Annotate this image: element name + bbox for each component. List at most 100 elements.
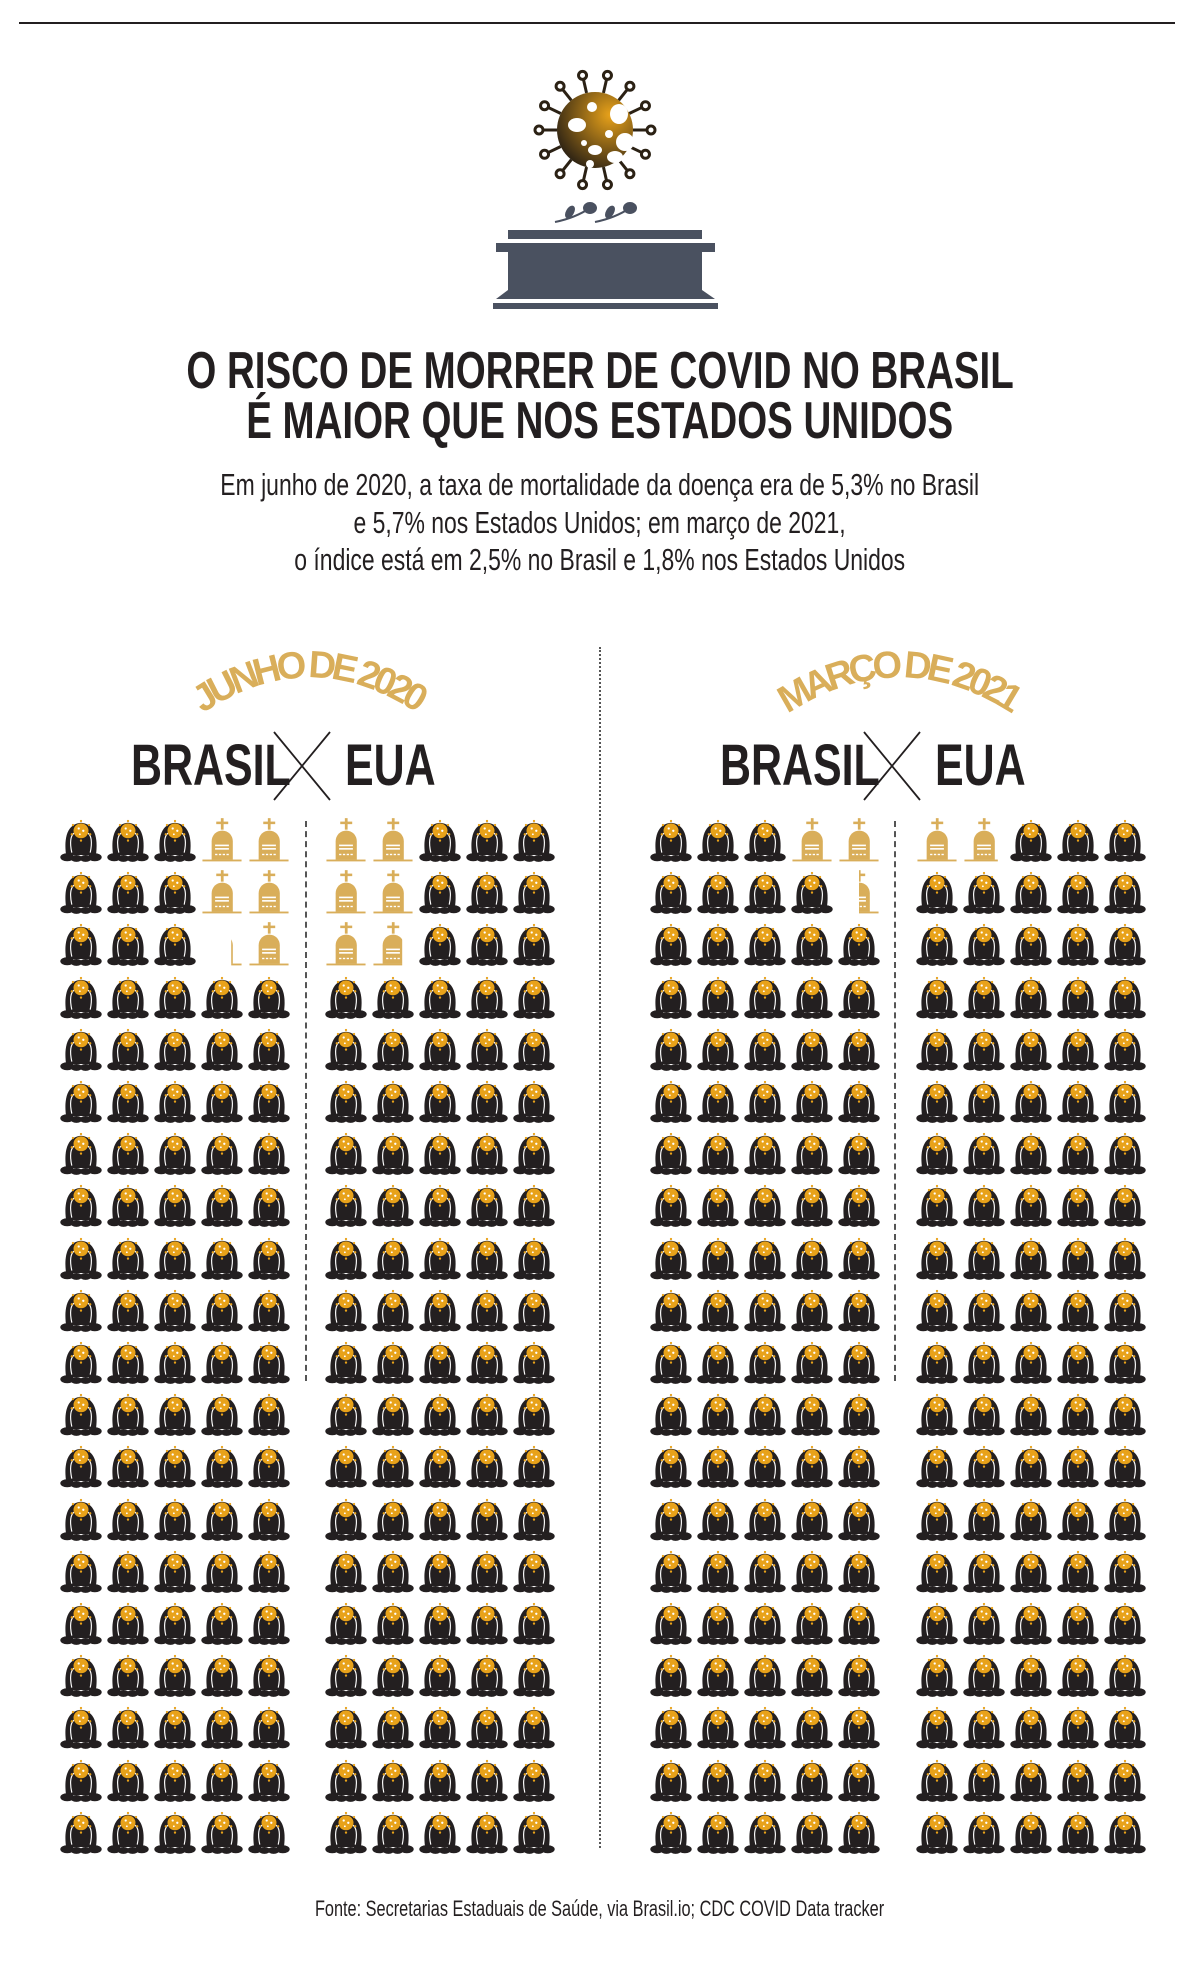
person-with-virus-icon <box>1008 1600 1054 1646</box>
person-with-virus-icon <box>648 1130 694 1176</box>
person-with-virus-icon <box>914 1078 960 1124</box>
person-with-virus-icon <box>789 1704 835 1750</box>
person-with-virus-icon <box>914 1235 960 1281</box>
person-with-virus-icon <box>511 1548 557 1594</box>
subtitle-line: o índice está em 2,5% no Brasil e 1,8% n… <box>294 542 906 577</box>
person-with-virus-icon <box>1008 869 1054 915</box>
country-label-brasil: BRASIL <box>720 733 880 798</box>
person-with-virus-icon <box>323 1600 369 1646</box>
person-with-virus-icon <box>511 1809 557 1855</box>
person-with-virus-icon <box>1055 1287 1101 1333</box>
person-with-virus-icon <box>511 1235 557 1281</box>
person-with-virus-icon <box>742 1496 788 1542</box>
person-with-virus-icon <box>836 921 882 967</box>
person-with-virus-icon <box>58 1704 104 1750</box>
person-with-virus-icon <box>246 1443 292 1489</box>
person-with-virus-icon <box>152 869 198 915</box>
person-with-virus-icon <box>464 1339 510 1385</box>
person-with-virus-icon <box>648 1443 694 1489</box>
person-with-virus-icon <box>648 1339 694 1385</box>
person-with-virus-icon <box>648 1287 694 1333</box>
person-with-virus-icon <box>742 1391 788 1437</box>
person-with-virus-icon <box>246 1496 292 1542</box>
person-with-virus-icon <box>961 1078 1007 1124</box>
person-with-virus-icon <box>199 1757 245 1803</box>
person-with-virus-icon <box>1055 1026 1101 1072</box>
tombstone-icon <box>246 921 292 967</box>
person-with-virus-icon <box>199 1391 245 1437</box>
tombstone-icon <box>199 921 245 967</box>
person-with-virus-icon <box>961 1235 1007 1281</box>
tombstone-icon <box>199 817 245 863</box>
person-with-virus-icon <box>464 1235 510 1281</box>
person-with-virus-icon <box>58 1391 104 1437</box>
person-with-virus-icon <box>742 1078 788 1124</box>
person-with-virus-icon <box>914 1704 960 1750</box>
person-with-virus-icon <box>1008 1548 1054 1594</box>
person-with-virus-icon <box>789 1548 835 1594</box>
person-with-virus-icon <box>695 974 741 1020</box>
person-with-virus-icon <box>1055 1443 1101 1489</box>
person-with-virus-icon <box>246 1757 292 1803</box>
person-with-virus-icon <box>417 1182 463 1228</box>
person-with-virus-icon <box>1008 1287 1054 1333</box>
period-label: MARÇO DE 2021 <box>771 644 1030 722</box>
person-with-virus-icon <box>370 1287 416 1333</box>
person-with-virus-icon <box>417 1809 463 1855</box>
grid-divider <box>894 821 896 1381</box>
person-with-virus-icon <box>105 1652 151 1698</box>
person-with-virus-icon <box>511 1182 557 1228</box>
person-with-virus-icon <box>58 817 104 863</box>
person-with-virus-icon <box>914 1391 960 1437</box>
person-with-virus-icon <box>695 1391 741 1437</box>
subtitle-line: e 5,7% nos Estados Unidos; em março de 2… <box>353 504 847 540</box>
person-with-virus-icon <box>836 1600 882 1646</box>
person-with-virus-icon <box>648 1809 694 1855</box>
person-with-virus-icon <box>836 1235 882 1281</box>
person-with-virus-icon <box>695 1287 741 1333</box>
person-with-virus-icon <box>1055 1757 1101 1803</box>
person-with-virus-icon <box>789 1443 835 1489</box>
person-with-virus-icon <box>1055 869 1101 915</box>
person-with-virus-icon <box>695 1339 741 1385</box>
person-with-virus-icon <box>789 1809 835 1855</box>
coffin-icon <box>493 230 718 309</box>
person-with-virus-icon <box>464 1391 510 1437</box>
person-with-virus-icon <box>1008 1130 1054 1176</box>
person-with-virus-icon <box>1055 1496 1101 1542</box>
person-with-virus-icon <box>58 1287 104 1333</box>
person-with-virus-icon <box>199 1443 245 1489</box>
person-with-virus-icon <box>152 1182 198 1228</box>
person-with-virus-icon <box>648 1757 694 1803</box>
person-with-virus-icon <box>961 1443 1007 1489</box>
person-with-virus-icon <box>1008 974 1054 1020</box>
person-with-virus-icon <box>1055 817 1101 863</box>
person-with-virus-icon <box>464 1757 510 1803</box>
person-with-virus-icon <box>961 1287 1007 1333</box>
person-with-virus-icon <box>914 869 960 915</box>
person-with-virus-icon <box>464 1652 510 1698</box>
person-with-virus-icon <box>836 1443 882 1489</box>
person-with-virus-icon <box>199 1339 245 1385</box>
person-with-virus-icon <box>323 1339 369 1385</box>
person-with-virus-icon <box>58 1652 104 1698</box>
person-with-virus-icon <box>789 1652 835 1698</box>
person-with-virus-icon <box>464 1809 510 1855</box>
person-with-virus-icon <box>246 1391 292 1437</box>
person-with-virus-icon <box>742 1652 788 1698</box>
person-with-virus-icon <box>152 1600 198 1646</box>
person-with-virus-icon <box>914 1287 960 1333</box>
tombstone-icon <box>246 817 292 863</box>
person-with-virus-icon <box>1055 1078 1101 1124</box>
person-with-virus-icon <box>1055 1600 1101 1646</box>
person-with-virus-icon <box>246 1130 292 1176</box>
person-with-virus-icon <box>789 1130 835 1176</box>
person-with-virus-icon <box>789 1339 835 1385</box>
person-with-virus-icon <box>246 1809 292 1855</box>
person-with-virus-icon <box>105 1339 151 1385</box>
person-with-virus-icon <box>199 974 245 1020</box>
person-with-virus-icon <box>695 1757 741 1803</box>
flowers-icon <box>554 202 637 223</box>
person-with-virus-icon <box>370 1496 416 1542</box>
person-with-virus-icon <box>464 817 510 863</box>
